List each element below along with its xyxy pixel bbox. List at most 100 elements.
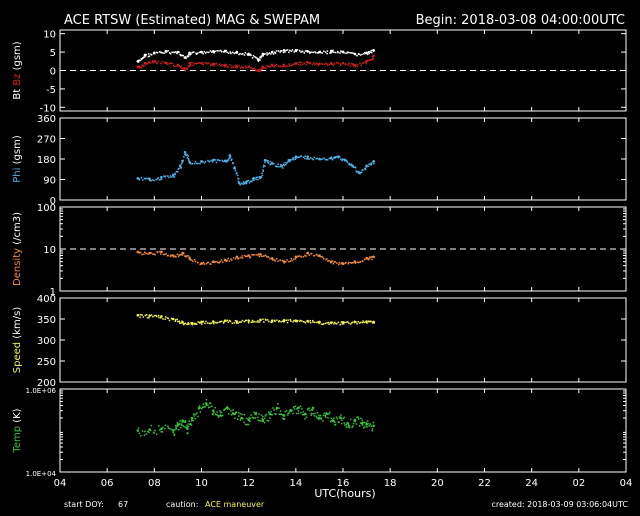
data-dot xyxy=(206,261,209,264)
data-dot xyxy=(230,410,232,412)
data-dot xyxy=(223,408,226,411)
data-dot xyxy=(290,320,292,322)
data-dot xyxy=(245,319,247,321)
data-dot xyxy=(356,65,359,68)
data-point xyxy=(325,412,328,416)
data-dot xyxy=(210,322,213,324)
data-dot xyxy=(187,53,190,56)
data-dot xyxy=(153,179,155,182)
data-dot xyxy=(370,425,373,428)
data-dot xyxy=(180,167,183,169)
data-dot xyxy=(187,155,190,157)
data-dot xyxy=(292,412,294,415)
data-dot xyxy=(340,422,343,425)
data-dot xyxy=(139,251,141,254)
data-dot xyxy=(370,162,373,164)
data-dot xyxy=(242,183,244,185)
data-dot xyxy=(179,65,181,67)
data-dot xyxy=(339,323,341,326)
data-dot xyxy=(214,407,217,409)
data-dot xyxy=(312,62,315,64)
data-dot xyxy=(162,253,165,256)
data-dot xyxy=(203,263,206,265)
data-dot xyxy=(344,262,347,265)
data-dot xyxy=(274,412,276,415)
data-dot xyxy=(155,61,158,64)
data-dot xyxy=(209,406,211,409)
data-dot xyxy=(263,164,265,166)
data-dot xyxy=(257,416,259,419)
data-dot xyxy=(352,52,354,54)
data-dot xyxy=(345,426,348,428)
data-point xyxy=(318,320,321,324)
data-dot xyxy=(202,63,204,66)
data-dot xyxy=(210,51,213,53)
data-dot xyxy=(328,63,331,66)
data-dot xyxy=(304,157,306,160)
data-dot xyxy=(242,52,244,55)
data-point xyxy=(263,158,267,162)
created-timestamp: created: 2018-03-09 03:06:04UTC xyxy=(491,500,628,509)
data-dot xyxy=(260,56,263,58)
data-dot xyxy=(356,54,358,57)
data-dot xyxy=(245,423,247,426)
data-dot xyxy=(232,257,235,259)
data-dot xyxy=(147,53,150,55)
data-point xyxy=(306,50,309,53)
data-dot xyxy=(184,419,187,422)
data-dot xyxy=(160,62,162,65)
data-dot xyxy=(204,405,206,408)
data-point xyxy=(353,418,357,422)
data-dot xyxy=(205,262,208,265)
data-point xyxy=(176,423,180,426)
data-dot xyxy=(158,179,161,181)
data-dot xyxy=(235,322,238,324)
data-dot xyxy=(158,429,161,431)
data-dot xyxy=(348,322,350,324)
data-dot xyxy=(277,163,279,165)
data-dot xyxy=(199,263,201,266)
data-dot xyxy=(321,256,324,258)
data-dot xyxy=(283,164,286,167)
data-point xyxy=(318,62,321,66)
data-dot xyxy=(177,168,179,170)
data-dot xyxy=(253,67,256,70)
data-dot xyxy=(167,427,170,429)
data-dot xyxy=(197,52,199,54)
x-tick-label: 14 xyxy=(289,478,302,489)
data-dot xyxy=(249,420,251,423)
data-dot xyxy=(269,160,272,163)
data-dot xyxy=(253,254,255,256)
data-dot xyxy=(171,62,173,65)
data-dot xyxy=(167,50,169,52)
data-dot xyxy=(234,258,237,260)
data-dot xyxy=(164,175,167,177)
data-point xyxy=(197,406,201,410)
data-dot xyxy=(312,158,315,161)
data-dot xyxy=(223,321,225,323)
data-dot xyxy=(184,322,187,325)
data-dot xyxy=(315,52,317,54)
data-dot xyxy=(347,51,350,54)
data-dot xyxy=(342,417,344,420)
data-point xyxy=(171,173,175,177)
data-dot xyxy=(216,411,218,413)
data-dot xyxy=(340,321,343,323)
data-dot xyxy=(245,255,247,258)
data-dot xyxy=(240,321,242,323)
data-dot xyxy=(280,413,283,415)
data-dot xyxy=(143,177,146,180)
data-point xyxy=(176,50,180,54)
data-point xyxy=(233,166,236,170)
data-point xyxy=(358,171,361,174)
data-dot xyxy=(350,163,353,165)
panel-temp: 1.0E+06 1.0E+04 Temp (K) xyxy=(12,387,627,478)
data-dot xyxy=(334,421,336,424)
data-dot xyxy=(315,62,317,65)
data-dot xyxy=(229,156,232,158)
data-dot xyxy=(315,157,317,160)
y-tick-label: 360 xyxy=(37,114,56,125)
data-dot xyxy=(288,63,290,65)
data-dot xyxy=(326,322,328,324)
data-dot xyxy=(254,417,257,419)
